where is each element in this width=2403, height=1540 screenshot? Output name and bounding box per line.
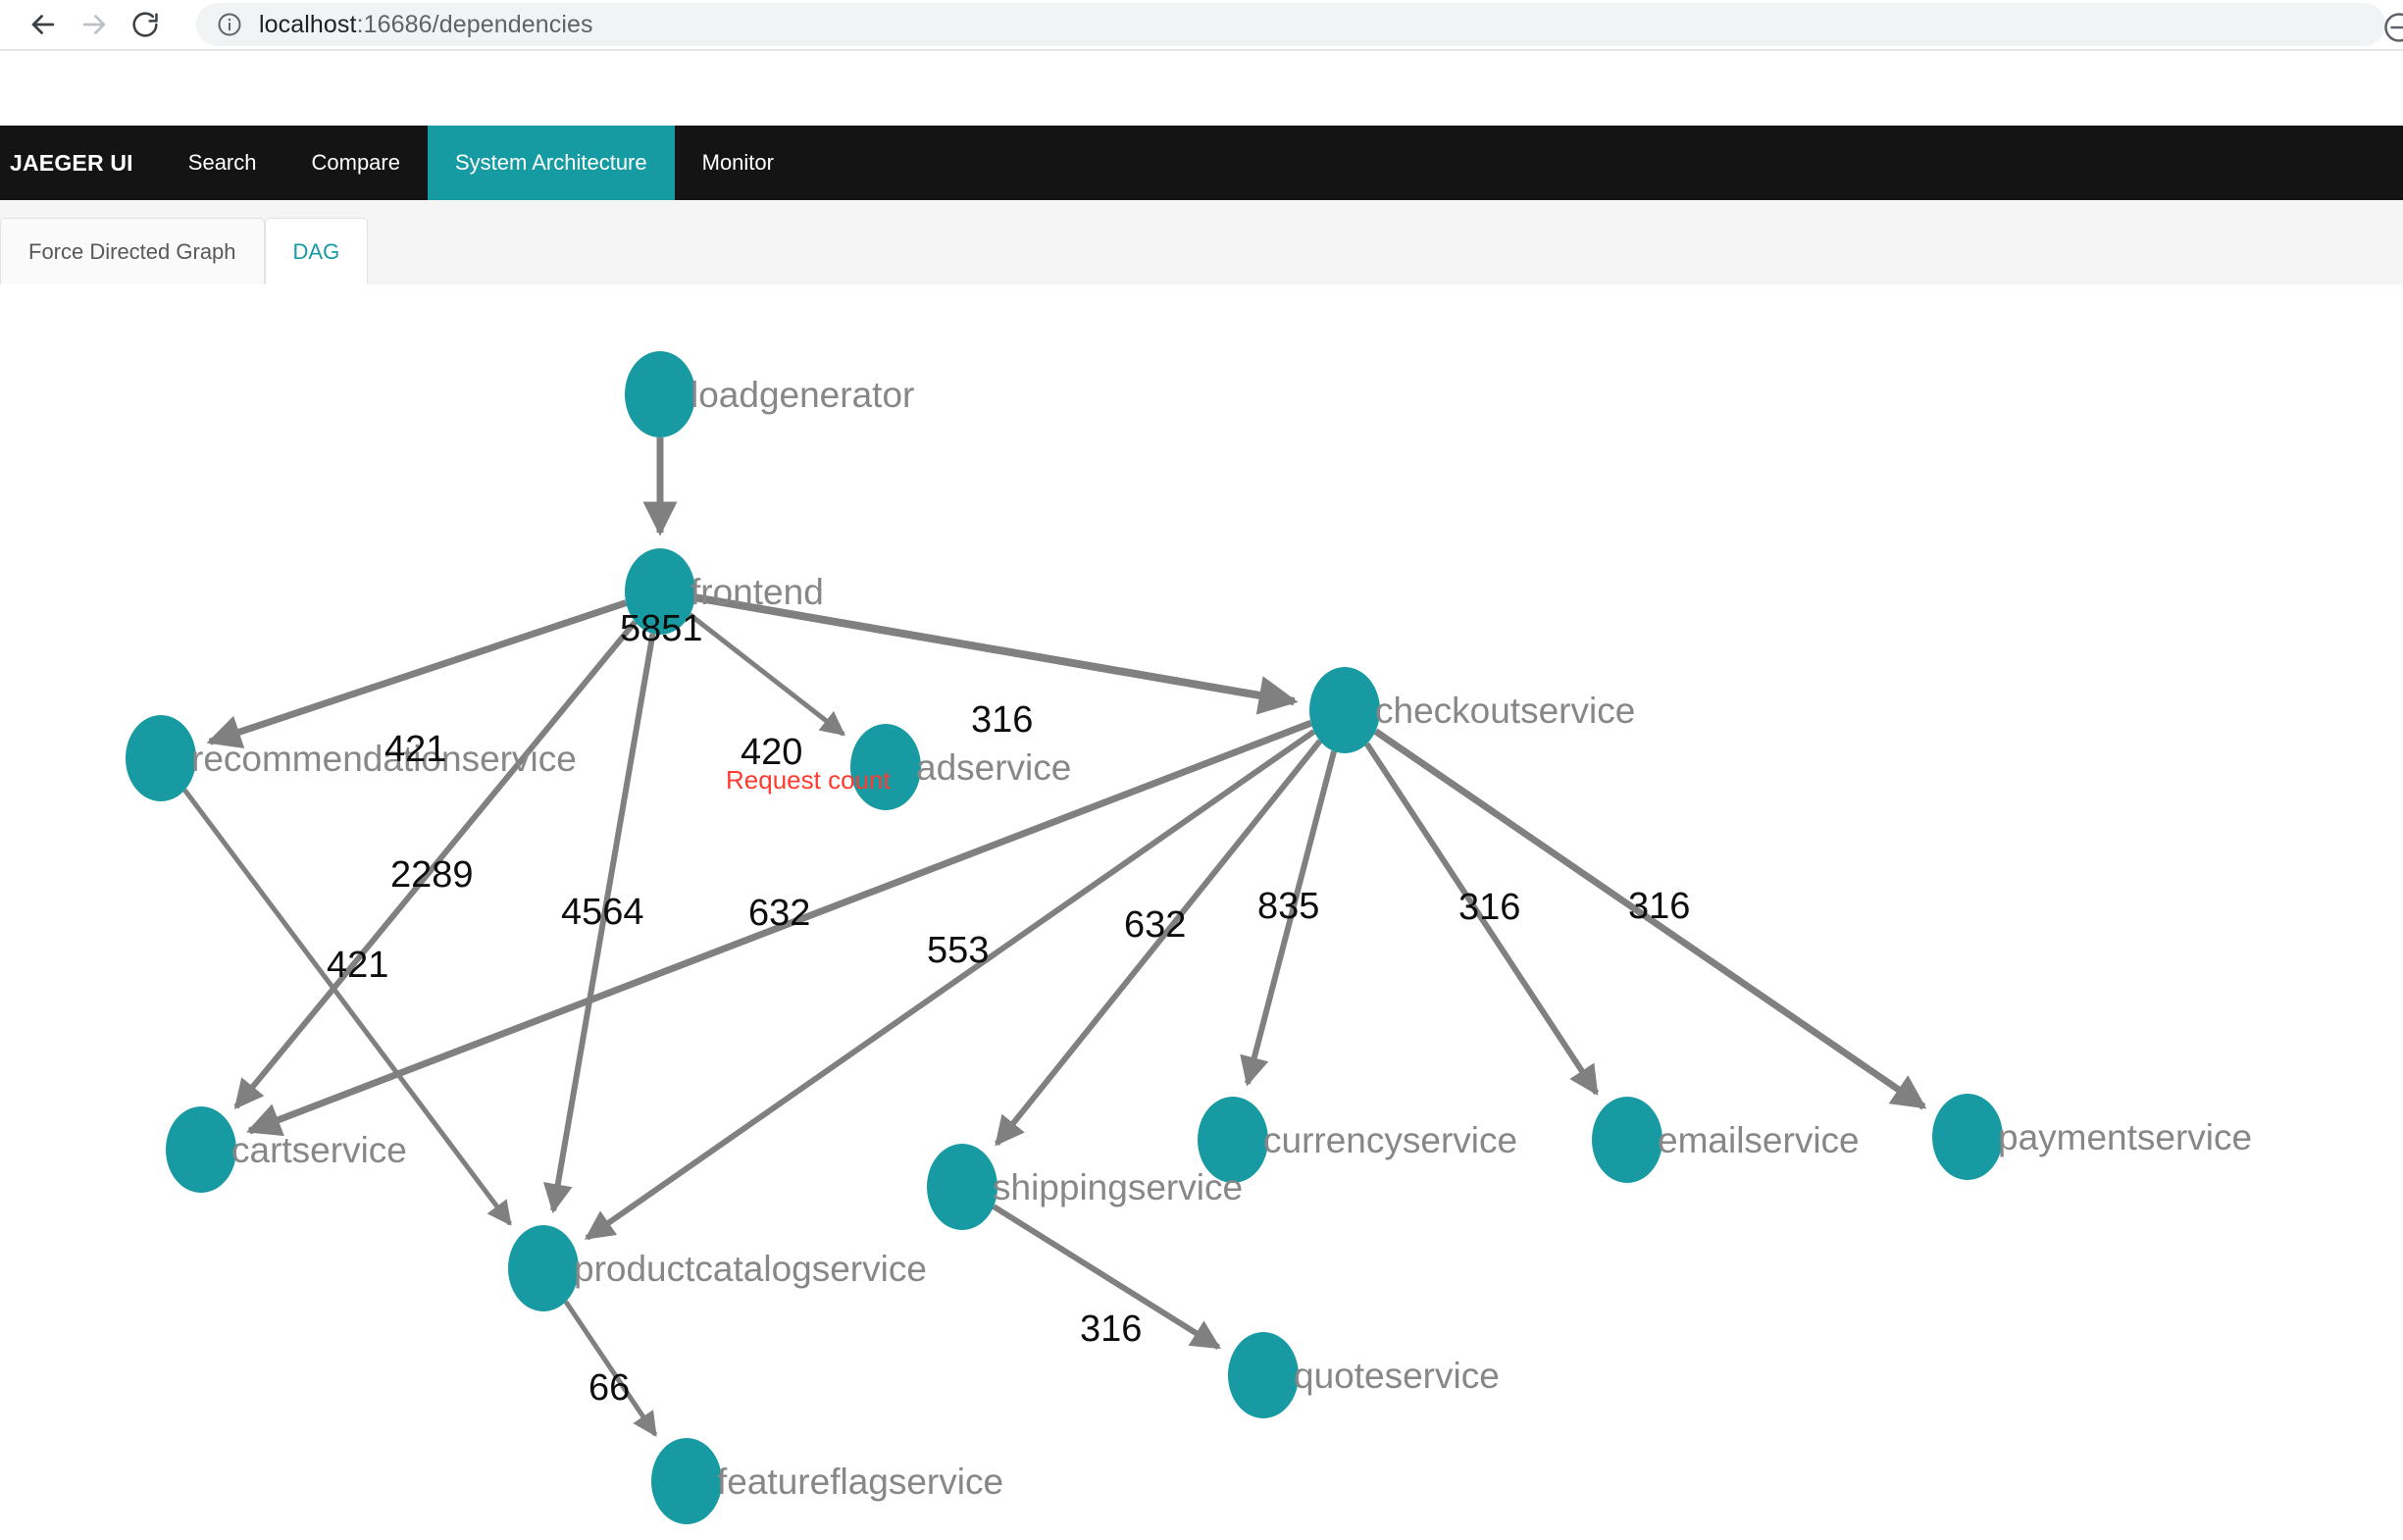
graph-edge[interactable] [1240, 750, 1337, 1087]
tab-force-directed-graph[interactable]: Force Directed Graph [0, 218, 265, 284]
graph-edge[interactable] [584, 729, 1316, 1241]
jaeger-top-nav: JAEGER UI Search Compare System Architec… [0, 126, 2403, 200]
graph-edge[interactable] [233, 620, 638, 1109]
reload-button[interactable] [120, 0, 171, 49]
graph-edge[interactable] [1364, 742, 1600, 1096]
profile-button[interactable] [2377, 8, 2403, 51]
graph-node[interactable] [1198, 1097, 1268, 1183]
graph-node[interactable] [1932, 1094, 2003, 1180]
node-layer [126, 351, 2003, 1524]
graph-node[interactable] [1309, 667, 1380, 753]
graph-edge[interactable] [542, 633, 656, 1214]
graph-node[interactable] [850, 724, 921, 810]
graph-edge[interactable] [563, 1300, 658, 1437]
graph-node[interactable] [625, 548, 695, 635]
url-host: localhost [259, 10, 357, 38]
graph-edge[interactable] [693, 593, 1299, 715]
graph-edge[interactable] [246, 719, 1312, 1137]
dag-svg [126, 351, 2003, 1524]
tab-dag[interactable]: DAG [264, 218, 369, 284]
request-count-legend: Request count [726, 765, 891, 795]
graph-edge[interactable] [182, 788, 513, 1226]
graph-edge[interactable] [688, 612, 845, 737]
graph-edge[interactable] [1373, 728, 1927, 1110]
arrow-left-icon [26, 8, 60, 41]
graph-edge[interactable] [994, 739, 1323, 1147]
nav-item-system-architecture[interactable]: System Architecture [427, 126, 675, 200]
nav-item-compare[interactable]: Compare [311, 150, 400, 175]
graph-node[interactable] [126, 715, 196, 801]
arrow-right-icon [77, 8, 111, 41]
browser-toolbar: localhost:16686/dependencies [0, 0, 2403, 49]
info-circle-icon[interactable] [216, 11, 243, 38]
graph-edge[interactable] [206, 599, 628, 748]
reload-icon [129, 9, 161, 40]
graph-edge[interactable] [992, 1204, 1221, 1351]
graph-node[interactable] [1228, 1332, 1299, 1418]
chrome-divider [0, 49, 2403, 51]
graph-node[interactable] [927, 1144, 997, 1230]
graph-node[interactable] [166, 1106, 236, 1193]
back-button[interactable] [18, 0, 69, 49]
graph-type-tabs: Force Directed Graph DAG [0, 200, 2403, 284]
url-path: :16686/dependencies [356, 10, 593, 38]
address-bar[interactable]: localhost:16686/dependencies [196, 3, 2385, 46]
jaeger-brand[interactable]: JAEGER UI [10, 149, 133, 176]
url-text: localhost:16686/dependencies [259, 11, 593, 39]
nav-item-monitor[interactable]: Monitor [701, 150, 774, 175]
profile-circle-icon [2381, 10, 2403, 50]
graph-node[interactable] [1592, 1097, 1662, 1183]
graph-node[interactable] [508, 1225, 579, 1311]
dependency-graph-canvas[interactable]: loadgenerator frontend recommendationservi… [0, 284, 2403, 1540]
graph-node[interactable] [625, 351, 695, 437]
edge-layer [182, 437, 1927, 1437]
graph-node[interactable] [651, 1438, 722, 1524]
nav-item-search[interactable]: Search [187, 150, 257, 175]
forward-button[interactable] [69, 0, 120, 49]
